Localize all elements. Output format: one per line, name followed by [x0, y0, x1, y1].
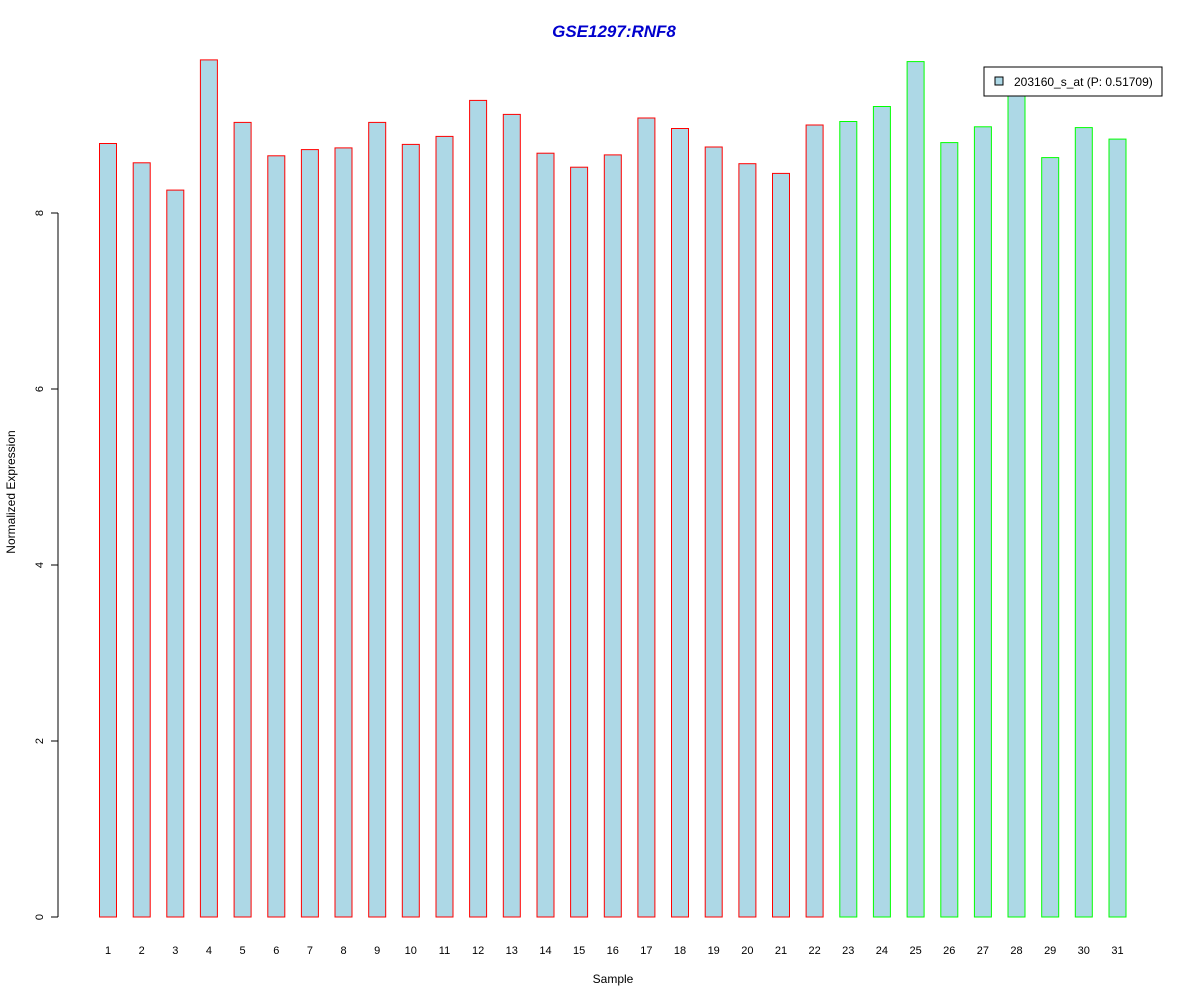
y-tick-label: 0 — [34, 914, 46, 920]
x-tick-label: 3 — [172, 945, 178, 957]
bar-sample-26 — [940, 142, 959, 918]
bar-sample-31 — [1108, 138, 1127, 918]
bar-sample-20 — [738, 163, 757, 918]
x-axis-label: Sample — [593, 972, 634, 986]
x-tick-label: 24 — [876, 945, 888, 957]
x-tick-label: 7 — [307, 945, 313, 957]
bar-sample-7 — [300, 149, 319, 918]
bar-sample-8 — [334, 147, 353, 918]
x-tick-label: 6 — [273, 945, 279, 957]
x-tick-label: 2 — [139, 945, 145, 957]
bar-sample-13 — [502, 113, 521, 918]
bar-sample-6 — [267, 155, 286, 918]
bar-sample-30 — [1074, 127, 1093, 918]
x-tick-label: 5 — [240, 945, 246, 957]
x-tick-labels: 1 2 3 4 5 6 7 8 9 10 11 12 13 14 15 16 17 18 19 20 21 22 23 24 2… — [105, 945, 1124, 957]
bar-sample-18 — [671, 128, 689, 918]
bar-sample-9 — [368, 121, 387, 918]
bar-sample-12 — [469, 99, 488, 918]
x-tick-label: 26 — [943, 945, 955, 957]
bar-sample-24 — [872, 106, 891, 918]
bar-sample-11 — [435, 135, 454, 918]
y-tick-label: 4 — [34, 562, 46, 568]
bar-sample-1 — [99, 143, 117, 918]
x-tick-label: 9 — [374, 945, 380, 957]
bar-sample-5 — [233, 121, 252, 918]
bar-sample-19 — [704, 146, 723, 918]
bar-sample-15 — [570, 166, 589, 918]
legend-box — [983, 66, 1163, 97]
legend-swatch — [994, 76, 1004, 86]
bar-sample-29 — [1041, 157, 1060, 918]
x-tick-label: 16 — [607, 945, 619, 957]
bar-sample-23 — [839, 121, 858, 918]
x-tick-label: 20 — [741, 945, 753, 957]
x-tick-label: 21 — [775, 945, 787, 957]
bar-sample-21 — [772, 172, 790, 918]
x-tick-label: 12 — [472, 945, 484, 957]
bar-sample-25 — [906, 61, 925, 918]
legend-label: 203160_s_at (P: 0.51709) — [1014, 75, 1153, 89]
x-tick-label: 30 — [1078, 945, 1090, 957]
x-tick-label: 10 — [405, 945, 417, 957]
x-tick-label: 13 — [506, 945, 518, 957]
bar-sample-3 — [166, 189, 185, 918]
x-tick-label: 31 — [1111, 945, 1123, 957]
x-tick-label: 28 — [1010, 945, 1022, 957]
bar-sample-14 — [536, 152, 555, 918]
y-tick-label: 2 — [34, 738, 46, 744]
x-tick-label: 19 — [708, 945, 720, 957]
x-tick-label: 25 — [909, 945, 921, 957]
y-tick-label: 6 — [34, 386, 46, 392]
y-tick-label: 8 — [34, 210, 46, 216]
x-tick-label: 23 — [842, 945, 854, 957]
x-tick-label: 27 — [977, 945, 989, 957]
bar-sample-17 — [637, 117, 656, 918]
x-tick-label: 29 — [1044, 945, 1056, 957]
legend: 203160_s_at (P: 0.51709) — [983, 66, 1163, 97]
bars-group — [99, 59, 1127, 918]
bar-sample-22 — [805, 124, 824, 918]
x-tick-label: 1 — [105, 945, 111, 957]
x-tick-label: 22 — [808, 945, 820, 957]
chart-title: GSE1297:RNF8 — [552, 22, 676, 41]
x-tick-label: 18 — [674, 945, 686, 957]
bar-sample-28 — [1007, 80, 1026, 918]
bar-sample-4 — [199, 59, 218, 918]
y-axis-label: Normalized Expression — [4, 430, 18, 553]
bar-sample-10 — [401, 143, 420, 918]
x-tick-label: 8 — [340, 945, 346, 957]
x-tick-label: 14 — [539, 945, 551, 957]
bar-sample-27 — [973, 126, 992, 918]
x-tick-label: 17 — [640, 945, 652, 957]
bar-sample-16 — [603, 154, 622, 918]
y-axis: 0 2 4 6 8 — [34, 210, 59, 920]
x-tick-label: 4 — [206, 945, 212, 957]
x-tick-label: 11 — [439, 945, 450, 957]
bar-sample-2 — [132, 162, 151, 918]
x-tick-label: 15 — [573, 945, 585, 957]
